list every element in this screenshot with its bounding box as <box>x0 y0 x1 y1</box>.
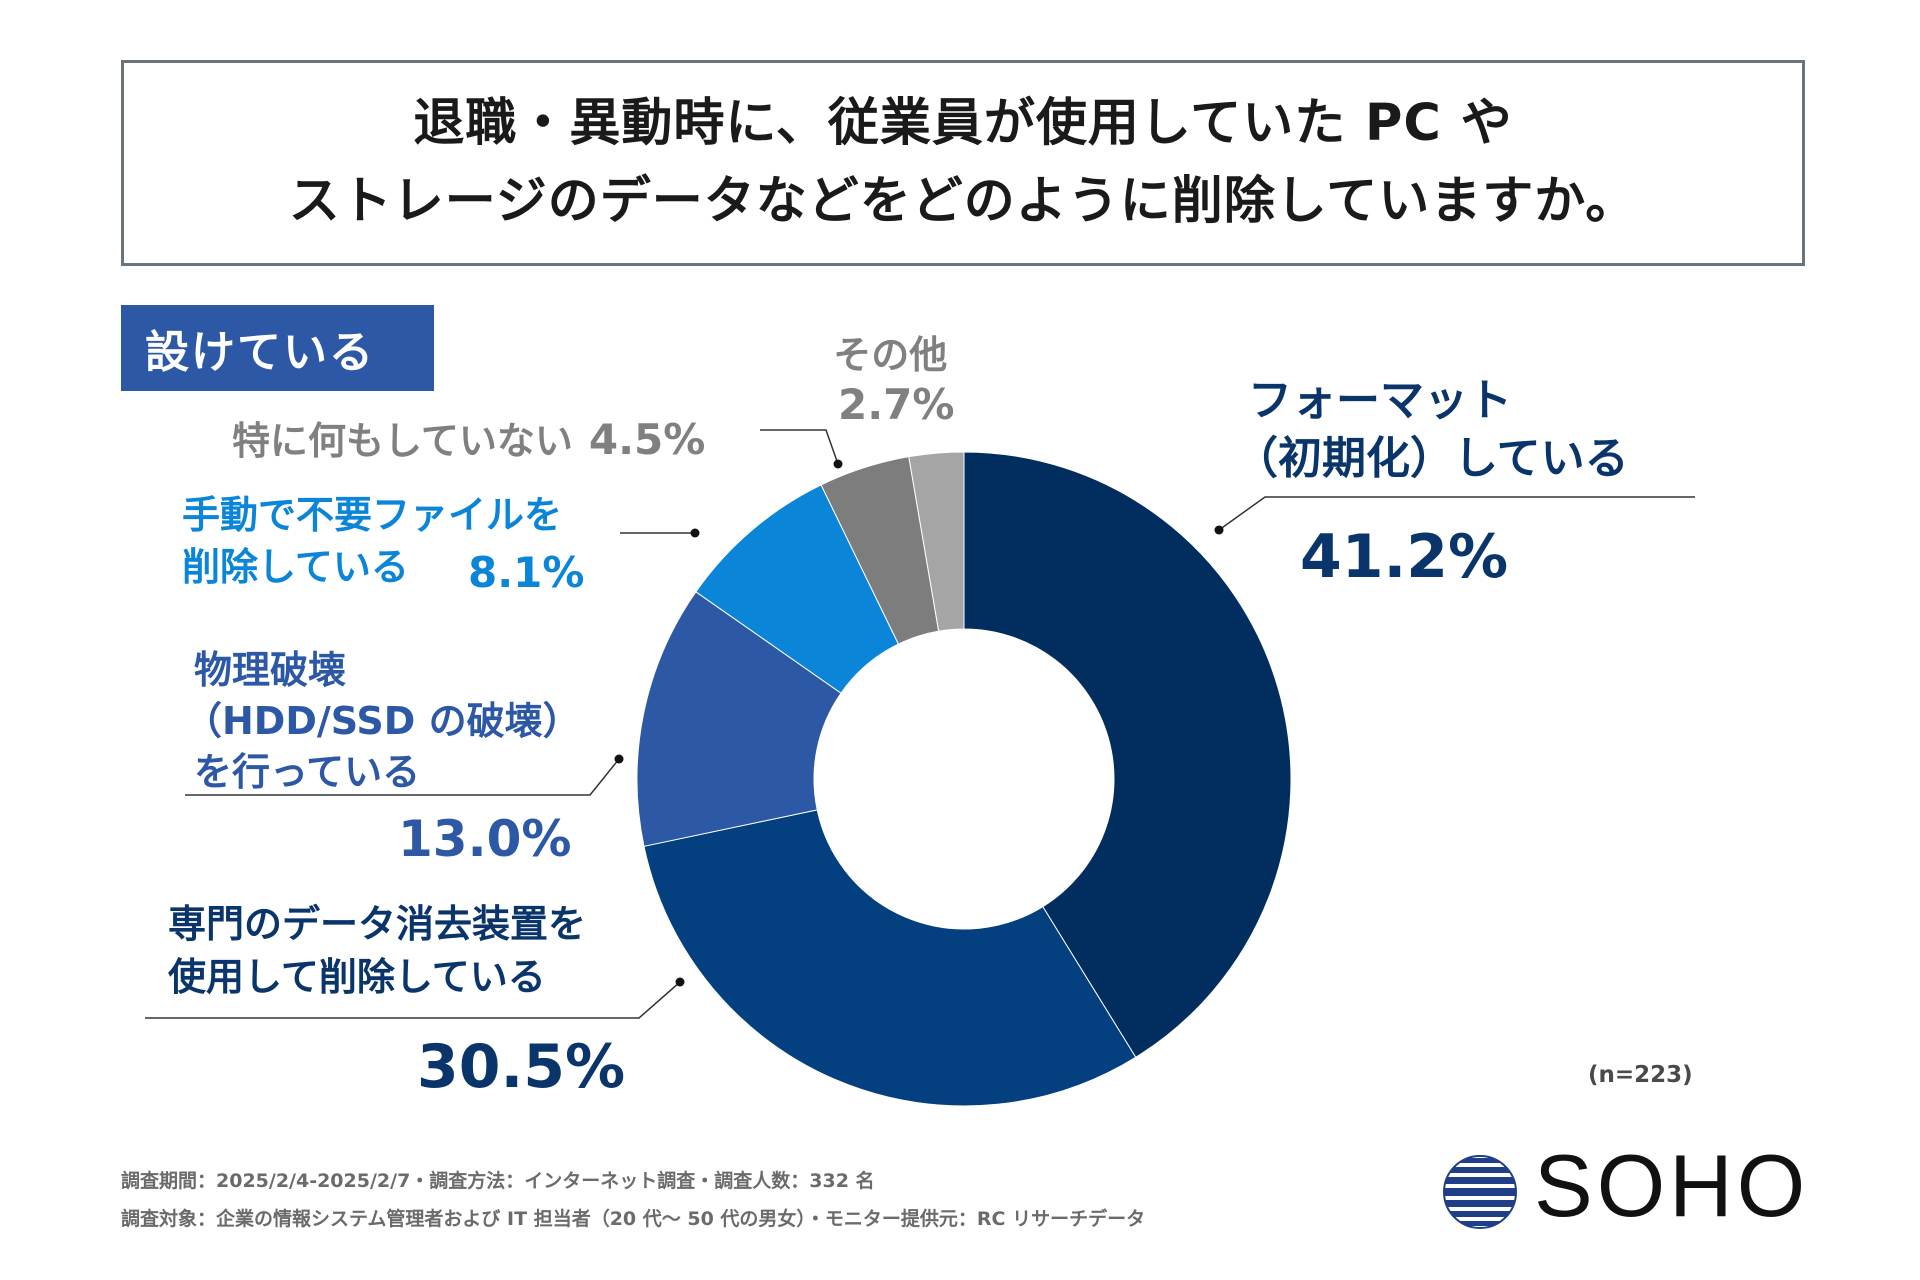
footer-survey-period: 調査期間：2025/2/4-2025/2/7・調査方法：インターネット調査・調査… <box>121 1170 875 1192</box>
label-format: フォーマット （初期化）している <box>1234 372 1629 488</box>
logo-text: SOHO <box>1534 1136 1810 1235</box>
label-eraser-line2: 使用して削除している <box>168 955 546 999</box>
footer-survey-target: 調査対象：企業の情報システム管理者および IT 担当者（20 代〜 50 代の男… <box>121 1208 1146 1230</box>
leader-format <box>1218 496 1695 531</box>
label-physical-line2: （HDD/SSD の破壊） <box>184 699 581 743</box>
leader-physical <box>185 758 620 796</box>
label-eraser: 専門のデータ消去装置を 使用して削除している <box>168 898 586 1004</box>
label-manual-line2: 削除している <box>182 545 409 589</box>
donut-slice-2 <box>643 809 1137 1107</box>
label-eraser-line1: 専門のデータ消去装置を <box>168 902 587 946</box>
leader-dot-nothing <box>833 459 843 469</box>
label-format-line2: （初期化）している <box>1234 433 1629 484</box>
label-nothing: 特に何もしていない 4.5% <box>232 410 705 465</box>
soho-logo: SOHO <box>1440 1140 1810 1240</box>
leader-nothing <box>760 429 839 465</box>
leader-dot-eraser <box>675 977 685 987</box>
donut-slice-3 <box>636 591 842 847</box>
leader-lines <box>145 429 1695 1019</box>
pct-format: 41.2% <box>1300 522 1509 592</box>
label-nothing-text: 特に何もしていない <box>232 419 573 463</box>
leader-eraser <box>145 981 681 1019</box>
title-box: 退職・異動時に、従業員が使用していた PC や ストレージのデータなどをどのよう… <box>121 60 1805 266</box>
donut-slice-6 <box>908 451 965 632</box>
label-other-text: その他 <box>833 333 948 377</box>
pct-eraser: 30.5% <box>417 1032 626 1102</box>
leader-dot-manual <box>690 528 700 538</box>
pct-nothing: 4.5% <box>588 415 706 464</box>
category-tag: 設けている <box>121 305 434 391</box>
label-physical: 物理破壊 （HDD/SSD の破壊） を行っている <box>184 645 581 798</box>
donut-slice-1 <box>963 451 1292 1058</box>
pct-other: 2.7% <box>838 380 955 429</box>
label-physical-line1: 物理破壊 <box>194 648 347 692</box>
label-physical-line3: を行っている <box>194 750 421 794</box>
sample-size-note: (n=223) <box>1588 1062 1693 1088</box>
leader-dot-physical <box>614 754 624 764</box>
label-manual: 手動で不要ファイルを 削除している <box>182 489 562 593</box>
label-other: その他 2.7% <box>826 330 954 430</box>
title-line-2: ストレージのデータなどをどのように削除していますか。 <box>288 172 1638 231</box>
title-line-1: 退職・異動時に、従業員が使用していた PC や <box>413 94 1513 154</box>
label-manual-line1: 手動で不要ファイルを <box>182 493 563 537</box>
leader-dot-format <box>1214 525 1224 535</box>
label-format-line1: フォーマット <box>1248 375 1512 426</box>
pct-physical: 13.0% <box>398 810 572 868</box>
donut-slices <box>636 451 1292 1107</box>
pct-manual: 8.1% <box>468 548 585 597</box>
soho-globe-icon <box>1443 1155 1517 1229</box>
